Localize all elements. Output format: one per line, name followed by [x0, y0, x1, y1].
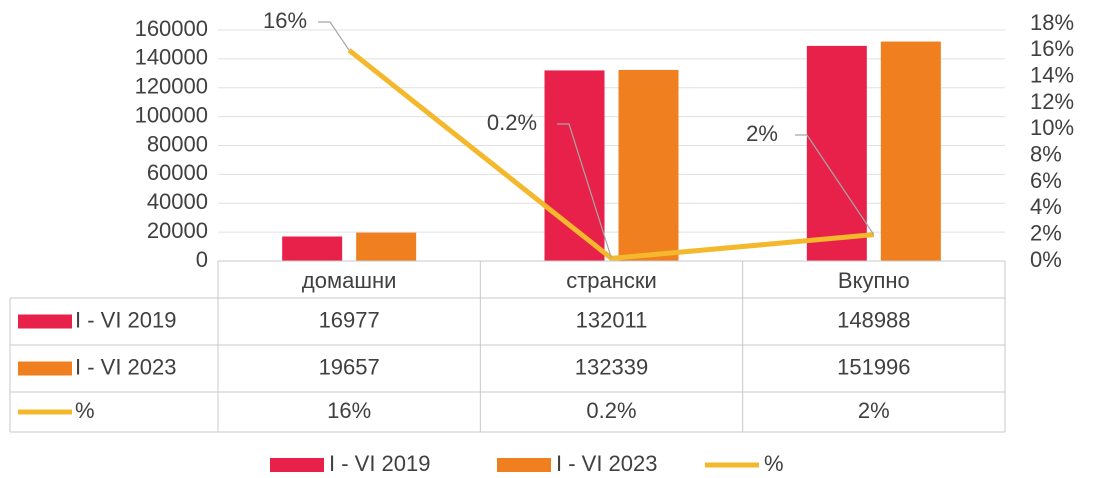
y2-tick-label: 12% — [1030, 89, 1074, 114]
bar — [880, 41, 941, 262]
y-tick-label: 20000 — [147, 218, 208, 243]
data-label: 0.2% — [487, 110, 537, 135]
leader-line — [557, 123, 613, 259]
y2-tick-label: 14% — [1030, 62, 1074, 87]
y-tick-label: 0 — [196, 247, 208, 272]
table-cell: 16977 — [319, 307, 380, 332]
legend-label: % — [764, 451, 784, 476]
y2-tick-label: 0% — [1030, 247, 1062, 272]
legend-label: I - VI 2023 — [556, 451, 658, 476]
y2-tick-label: 18% — [1030, 10, 1074, 35]
table-cell: 148988 — [837, 307, 910, 332]
y-tick-label: 160000 — [135, 16, 208, 41]
table-cell: 19657 — [319, 354, 380, 379]
table-cell: 132011 — [576, 307, 648, 332]
legend-label: I - VI 2019 — [329, 451, 431, 476]
y2-tick-label: 8% — [1030, 141, 1062, 166]
legend-key — [18, 314, 72, 329]
legend-key — [497, 458, 551, 472]
x-tick-label: странски — [566, 268, 657, 293]
table-cell: 132339 — [575, 354, 648, 379]
table-row-label: I - VI 2019 — [75, 307, 177, 332]
legend-key — [18, 361, 72, 376]
x-tick-label: домашни — [302, 268, 397, 293]
bar — [356, 232, 417, 261]
data-label: 16% — [263, 8, 307, 33]
legend-key — [270, 458, 324, 472]
data-label: 2% — [746, 121, 778, 146]
table-row-label: % — [75, 398, 95, 423]
table-cell: 151996 — [837, 354, 910, 379]
y-tick-label: 60000 — [147, 160, 208, 185]
bar — [282, 236, 343, 261]
leader-line — [318, 21, 350, 51]
table-cell: 0.2% — [586, 398, 636, 423]
table-row-label: I - VI 2023 — [75, 354, 177, 379]
y-tick-label: 140000 — [135, 45, 208, 70]
y-tick-label: 40000 — [147, 189, 208, 214]
y2-tick-label: 16% — [1030, 36, 1074, 61]
bar — [618, 69, 679, 261]
leader-line — [795, 134, 875, 236]
line-series — [347, 48, 875, 261]
y2-tick-label: 6% — [1030, 168, 1062, 193]
y2-tick-label: 10% — [1030, 115, 1074, 140]
table-cell: 16% — [327, 398, 371, 423]
y2-tick-label: 4% — [1030, 194, 1062, 219]
x-tick-label: Вкупно — [838, 268, 910, 293]
bar — [544, 70, 605, 261]
table-cell: 2% — [858, 398, 890, 423]
y2-tick-label: 2% — [1030, 220, 1062, 245]
y-tick-label: 100000 — [135, 102, 208, 127]
y-tick-label: 80000 — [147, 131, 208, 156]
bar — [806, 45, 867, 261]
y-tick-label: 120000 — [135, 74, 208, 99]
